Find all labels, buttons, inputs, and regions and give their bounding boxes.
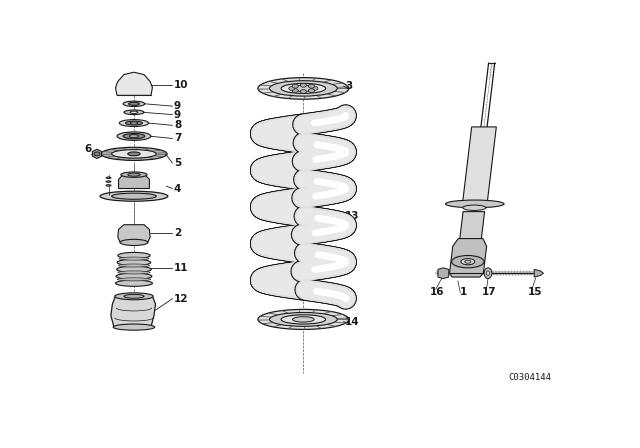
Ellipse shape (118, 271, 150, 274)
Ellipse shape (118, 264, 150, 267)
Text: 14: 14 (345, 317, 360, 327)
Ellipse shape (292, 317, 314, 322)
Ellipse shape (308, 84, 315, 88)
Ellipse shape (111, 193, 156, 199)
Polygon shape (111, 296, 156, 327)
Ellipse shape (117, 259, 150, 266)
Polygon shape (534, 269, 543, 277)
Ellipse shape (123, 101, 145, 107)
Ellipse shape (129, 134, 139, 138)
Ellipse shape (129, 102, 140, 105)
Text: 1: 1 (460, 288, 468, 297)
Ellipse shape (128, 173, 140, 176)
Polygon shape (118, 175, 149, 189)
Ellipse shape (125, 121, 143, 125)
Text: 11: 11 (174, 263, 189, 273)
Ellipse shape (130, 111, 138, 113)
Ellipse shape (258, 310, 349, 329)
Ellipse shape (452, 255, 484, 268)
Text: 7: 7 (174, 134, 181, 143)
Ellipse shape (281, 83, 326, 94)
Ellipse shape (486, 271, 490, 276)
Polygon shape (438, 268, 449, 279)
Polygon shape (463, 127, 497, 204)
Text: 9: 9 (174, 101, 181, 111)
Ellipse shape (115, 280, 152, 286)
Ellipse shape (292, 85, 315, 91)
Ellipse shape (484, 268, 492, 279)
Ellipse shape (292, 84, 298, 88)
Polygon shape (449, 238, 486, 277)
Text: 4: 4 (174, 184, 181, 194)
Polygon shape (460, 211, 484, 238)
Text: 13: 13 (345, 211, 360, 221)
Ellipse shape (269, 313, 337, 326)
Ellipse shape (461, 258, 475, 265)
Ellipse shape (300, 90, 307, 94)
Text: 12: 12 (174, 293, 189, 304)
Polygon shape (118, 225, 150, 242)
Ellipse shape (258, 78, 349, 99)
Ellipse shape (300, 83, 307, 87)
Ellipse shape (128, 152, 140, 156)
Ellipse shape (115, 293, 153, 300)
Ellipse shape (269, 81, 337, 96)
Text: 2: 2 (174, 228, 181, 238)
Text: 10: 10 (174, 80, 189, 90)
Text: 15: 15 (528, 288, 543, 297)
Ellipse shape (118, 252, 150, 258)
Ellipse shape (119, 257, 149, 260)
Ellipse shape (289, 86, 295, 90)
Ellipse shape (130, 122, 138, 124)
Ellipse shape (111, 150, 156, 158)
Ellipse shape (308, 89, 315, 93)
Ellipse shape (281, 315, 326, 324)
Ellipse shape (463, 205, 486, 211)
Text: 5: 5 (174, 158, 181, 168)
Polygon shape (115, 72, 152, 95)
Ellipse shape (119, 120, 148, 126)
Text: 8: 8 (174, 121, 181, 130)
Ellipse shape (312, 86, 318, 90)
Text: 17: 17 (482, 288, 497, 297)
Ellipse shape (101, 147, 167, 160)
Ellipse shape (120, 239, 148, 246)
Polygon shape (92, 149, 102, 159)
Ellipse shape (124, 110, 144, 115)
Ellipse shape (117, 278, 150, 281)
Text: 6: 6 (84, 144, 91, 154)
Ellipse shape (121, 172, 147, 177)
Ellipse shape (94, 152, 100, 156)
Ellipse shape (445, 200, 504, 208)
Ellipse shape (465, 260, 471, 263)
Ellipse shape (116, 273, 152, 280)
Text: 3: 3 (345, 81, 352, 91)
Ellipse shape (123, 134, 145, 139)
Ellipse shape (124, 294, 144, 298)
Ellipse shape (113, 324, 155, 330)
Ellipse shape (116, 266, 151, 272)
Text: 16: 16 (429, 288, 444, 297)
Text: 9: 9 (174, 110, 181, 120)
Text: C0304144: C0304144 (508, 373, 551, 382)
Ellipse shape (117, 132, 151, 140)
Ellipse shape (100, 191, 168, 201)
Ellipse shape (292, 89, 298, 93)
